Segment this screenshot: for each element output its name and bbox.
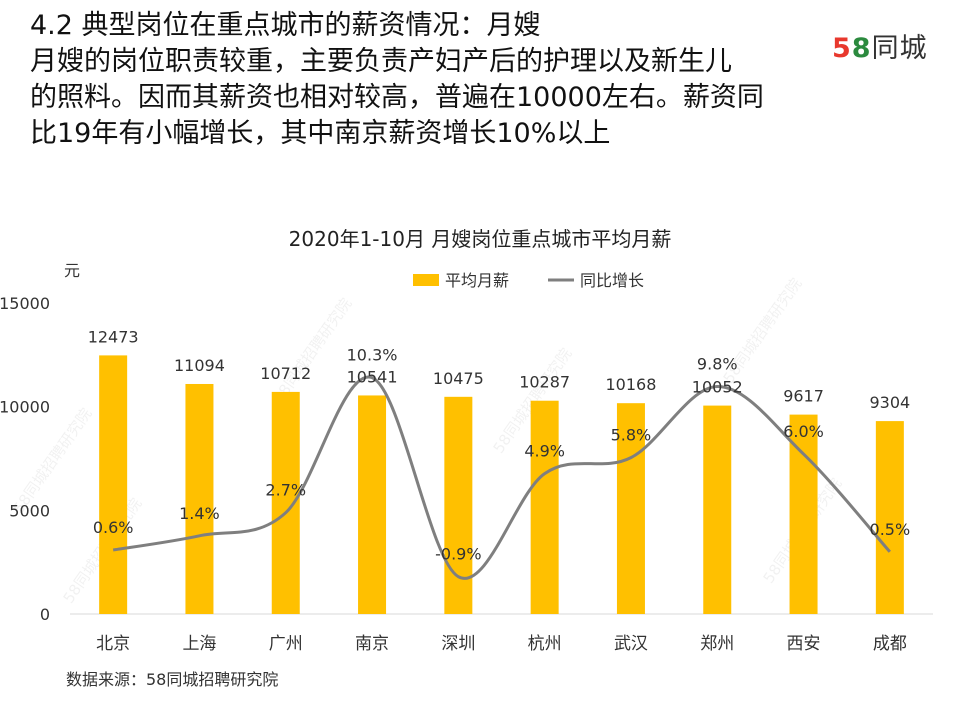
x-tick-label: 武汉 bbox=[614, 634, 648, 654]
logo-digit-5: 5 bbox=[832, 33, 852, 64]
y-tick-label: 5000 bbox=[9, 501, 50, 520]
growth-value-label: 9.8% bbox=[697, 355, 738, 374]
bar bbox=[358, 395, 387, 614]
headline-line-1: 4.2 典型岗位在重点城市的薪资情况：月嫂 bbox=[30, 10, 541, 41]
x-tick-label: 西安 bbox=[787, 634, 821, 654]
growth-value-label: -0.9% bbox=[435, 545, 481, 564]
x-tick-label: 成都 bbox=[873, 634, 907, 654]
legend-swatch-bar bbox=[413, 274, 439, 286]
headline: 4.2 典型岗位在重点城市的薪资情况：月嫂 月嫂的岗位职责较重，主要负责产妇产后… bbox=[30, 8, 810, 152]
x-tick-label: 广州 bbox=[269, 634, 303, 654]
bar-value-label: 10475 bbox=[433, 369, 484, 388]
bar bbox=[616, 403, 645, 614]
growth-value-label: 2.7% bbox=[265, 481, 306, 500]
growth-value-label: 10.3% bbox=[347, 346, 398, 365]
bar bbox=[444, 396, 473, 614]
bar-value-label: 10541 bbox=[347, 367, 398, 386]
x-tick-label: 北京 bbox=[96, 634, 130, 654]
bar bbox=[789, 414, 818, 614]
bar bbox=[530, 400, 559, 614]
bar bbox=[99, 355, 128, 614]
bar-value-label: 10168 bbox=[605, 375, 656, 394]
y-tick-label: 10000 bbox=[0, 398, 50, 417]
headline-line-2: 月嫂的岗位职责较重，主要负责产妇产后的护理以及新生儿 bbox=[30, 46, 732, 77]
x-tick-label: 杭州 bbox=[528, 634, 562, 654]
headline-line-3: 的照料。因而其薪资也相对较高，普遍在10000左右。薪资同 bbox=[30, 82, 764, 113]
growth-value-label: 5.8% bbox=[611, 426, 652, 445]
bar bbox=[703, 405, 732, 614]
growth-value-label: 6.0% bbox=[783, 422, 824, 441]
growth-value-label: 0.5% bbox=[870, 520, 911, 539]
growth-value-label: 0.6% bbox=[93, 518, 134, 537]
x-tick-label: 深圳 bbox=[441, 634, 475, 654]
data-source: 数据来源：58同城招聘研究院 bbox=[66, 670, 279, 689]
x-tick-label: 上海 bbox=[182, 634, 216, 654]
bar-value-label: 11094 bbox=[174, 356, 225, 375]
bar bbox=[875, 421, 904, 614]
chart-title: 2020年1-10月 月嫂岗位重点城市平均月薪 bbox=[289, 227, 672, 251]
y-axis-unit: 元 bbox=[64, 261, 80, 280]
bar-value-label: 9617 bbox=[783, 387, 824, 406]
y-tick-label: 0 bbox=[40, 605, 50, 624]
bar-value-label: 12473 bbox=[88, 327, 139, 346]
headline-line-4: 比19年有小幅增长，其中南京薪资增长10%以上 bbox=[30, 118, 611, 149]
growth-value-label: 4.9% bbox=[524, 442, 565, 461]
bar-value-label: 10052 bbox=[692, 378, 743, 397]
x-tick-label: 南京 bbox=[355, 634, 389, 654]
bar-value-label: 10712 bbox=[260, 364, 311, 383]
bar-value-label: 9304 bbox=[869, 393, 910, 412]
x-tick-label: 郑州 bbox=[700, 634, 734, 654]
logo-digit-8: 8 bbox=[851, 33, 872, 64]
bar-value-label: 10287 bbox=[519, 373, 570, 392]
growth-line bbox=[112, 375, 891, 580]
bar bbox=[185, 383, 214, 614]
legend: 平均月薪 同比增长 bbox=[413, 271, 644, 290]
brand-logo: 58同城 bbox=[832, 26, 928, 65]
growth-value-label: 1.4% bbox=[179, 504, 220, 523]
legend-label-bar: 平均月薪 bbox=[445, 271, 509, 290]
logo-text: 同城 bbox=[871, 33, 928, 64]
y-tick-label: 15000 bbox=[0, 294, 50, 313]
legend-label-line: 同比增长 bbox=[580, 271, 644, 290]
